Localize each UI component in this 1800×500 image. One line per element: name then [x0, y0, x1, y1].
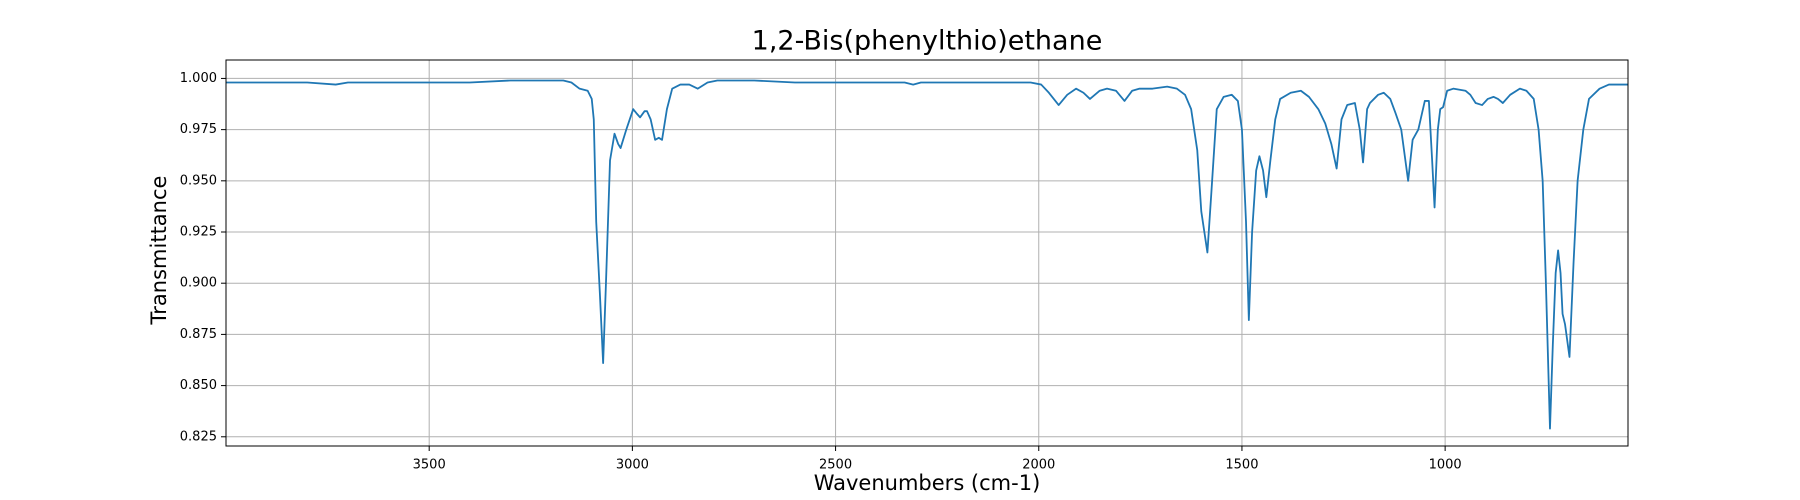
- x-tick-label: 2000: [1022, 458, 1055, 473]
- x-tick-label: 1000: [1429, 458, 1462, 473]
- chart-title: 1,2-Bis(phenylthio)ethane: [752, 26, 1103, 57]
- x-tick-label: 3500: [413, 458, 446, 473]
- x-tick-label: 3000: [616, 458, 649, 473]
- plot-frame: [225, 59, 1629, 447]
- x-tick-label: 1500: [1225, 458, 1258, 473]
- y-tick-label: 0.850: [180, 378, 217, 393]
- y-axis-label: Transmittance: [147, 176, 171, 326]
- y-tick-label: 0.925: [180, 225, 217, 240]
- y-tick-label: 0.825: [180, 429, 217, 444]
- y-tick-label: 0.900: [180, 276, 217, 291]
- y-tick-label: 1.000: [180, 71, 217, 86]
- spectrum-line: [226, 79, 1628, 430]
- y-tick-label: 0.950: [180, 173, 217, 188]
- y-tick-label: 0.975: [180, 122, 217, 137]
- y-tick-label: 0.875: [180, 327, 217, 342]
- x-axis-label: Wavenumbers (cm-1): [814, 471, 1041, 495]
- x-tick-label: 2500: [819, 458, 852, 473]
